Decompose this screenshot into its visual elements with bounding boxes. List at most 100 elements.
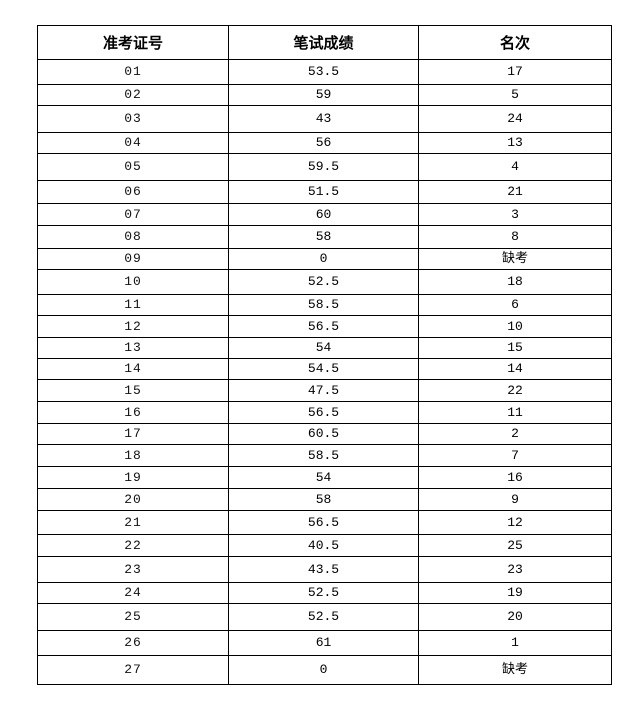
table-row: 06 51.5 21	[37, 180, 612, 204]
score-cell: 58	[228, 488, 419, 511]
table-row: 17 60.5 2	[37, 423, 612, 445]
score-cell: 56.5	[228, 315, 419, 338]
exam-id-cell: 25	[37, 603, 229, 631]
score-table: 准考证号 笔试成绩 名次 01 53.5 17 02 59 5 03 43 24 04 56 13 05…	[37, 25, 612, 685]
score-cell: 43.5	[228, 556, 419, 583]
score-cell: 56	[228, 132, 419, 154]
exam-id-cell: 14	[37, 358, 229, 380]
rank-cell: 9	[418, 488, 612, 511]
exam-id-cell: 17	[37, 423, 229, 445]
exam-id-cell: 03	[37, 105, 229, 133]
table-row: 03 43 24	[37, 105, 612, 133]
table-row: 08 58 8	[37, 225, 612, 249]
exam-id-cell: 02	[37, 84, 229, 106]
score-cell: 56.5	[228, 401, 419, 424]
rank-cell: 14	[418, 358, 612, 380]
rank-cell: 6	[418, 294, 612, 316]
exam-id-cell: 04	[37, 132, 229, 154]
exam-id-cell: 05	[37, 153, 229, 181]
score-cell: 61	[228, 630, 419, 656]
exam-id-cell: 26	[37, 630, 229, 656]
table-row: 23 43.5 23	[37, 556, 612, 583]
rank-cell: 缺考	[418, 248, 612, 270]
exam-id-cell: 08	[37, 225, 229, 249]
score-cell: 59	[228, 84, 419, 106]
score-cell: 58.5	[228, 444, 419, 467]
exam-id-cell: 20	[37, 488, 229, 511]
exam-id-cell: 18	[37, 444, 229, 467]
table-row: 18 58.5 7	[37, 444, 612, 467]
score-cell: 0	[228, 248, 419, 270]
rank-cell: 5	[418, 84, 612, 106]
rank-cell: 19	[418, 582, 612, 604]
table-row: 05 59.5 4	[37, 153, 612, 181]
rank-cell: 缺考	[418, 655, 612, 685]
table-row: 09 0 缺考	[37, 248, 612, 270]
table-row: 02 59 5	[37, 84, 612, 106]
exam-id-cell: 19	[37, 466, 229, 489]
rank-cell: 16	[418, 466, 612, 489]
score-cell: 60	[228, 203, 419, 226]
rank-cell: 1	[418, 630, 612, 656]
table-row: 07 60 3	[37, 203, 612, 226]
rank-cell: 4	[418, 153, 612, 181]
exam-id-cell: 13	[37, 337, 229, 359]
score-cell: 47.5	[228, 379, 419, 402]
exam-id-cell: 09	[37, 248, 229, 270]
exam-id-cell: 27	[37, 655, 229, 685]
rank-cell: 12	[418, 510, 612, 535]
table-row: 11 58.5 6	[37, 294, 612, 316]
rank-cell: 24	[418, 105, 612, 133]
rank-cell: 25	[418, 534, 612, 557]
score-cell: 53.5	[228, 59, 419, 85]
rank-cell: 15	[418, 337, 612, 359]
table-row: 27 0 缺考	[37, 655, 612, 685]
score-cell: 54	[228, 337, 419, 359]
rank-cell: 10	[418, 315, 612, 338]
score-cell: 54.5	[228, 358, 419, 380]
rank-cell: 22	[418, 379, 612, 402]
header-written-score: 笔试成绩	[228, 25, 419, 60]
score-cell: 60.5	[228, 423, 419, 445]
rank-cell: 8	[418, 225, 612, 249]
exam-id-cell: 22	[37, 534, 229, 557]
rank-cell: 13	[418, 132, 612, 154]
table-row: 19 54 16	[37, 466, 612, 489]
exam-id-cell: 16	[37, 401, 229, 424]
score-cell: 52.5	[228, 582, 419, 604]
table-row: 22 40.5 25	[37, 534, 612, 557]
exam-id-cell: 01	[37, 59, 229, 85]
table-row: 16 56.5 11	[37, 401, 612, 424]
exam-id-cell: 06	[37, 180, 229, 204]
table-row: 25 52.5 20	[37, 603, 612, 631]
exam-id-cell: 24	[37, 582, 229, 604]
rank-cell: 21	[418, 180, 612, 204]
exam-id-cell: 21	[37, 510, 229, 535]
table-row: 20 58 9	[37, 488, 612, 511]
rank-cell: 7	[418, 444, 612, 467]
table-row: 12 56.5 10	[37, 315, 612, 338]
rank-cell: 3	[418, 203, 612, 226]
score-cell: 52.5	[228, 603, 419, 631]
score-cell: 51.5	[228, 180, 419, 204]
table-row: 21 56.5 12	[37, 510, 612, 535]
header-rank: 名次	[418, 25, 612, 60]
table-row: 26 61 1	[37, 630, 612, 656]
table-row: 24 52.5 19	[37, 582, 612, 604]
score-cell: 54	[228, 466, 419, 489]
exam-id-cell: 11	[37, 294, 229, 316]
score-cell: 58.5	[228, 294, 419, 316]
rank-cell: 18	[418, 269, 612, 295]
table-row: 15 47.5 22	[37, 379, 612, 402]
rank-cell: 20	[418, 603, 612, 631]
exam-id-cell: 12	[37, 315, 229, 338]
rank-cell: 2	[418, 423, 612, 445]
score-cell: 43	[228, 105, 419, 133]
table-header-row: 准考证号 笔试成绩 名次	[37, 25, 612, 60]
score-cell: 58	[228, 225, 419, 249]
rank-cell: 17	[418, 59, 612, 85]
score-cell: 0	[228, 655, 419, 685]
exam-id-cell: 10	[37, 269, 229, 295]
exam-id-cell: 15	[37, 379, 229, 402]
exam-id-cell: 23	[37, 556, 229, 583]
